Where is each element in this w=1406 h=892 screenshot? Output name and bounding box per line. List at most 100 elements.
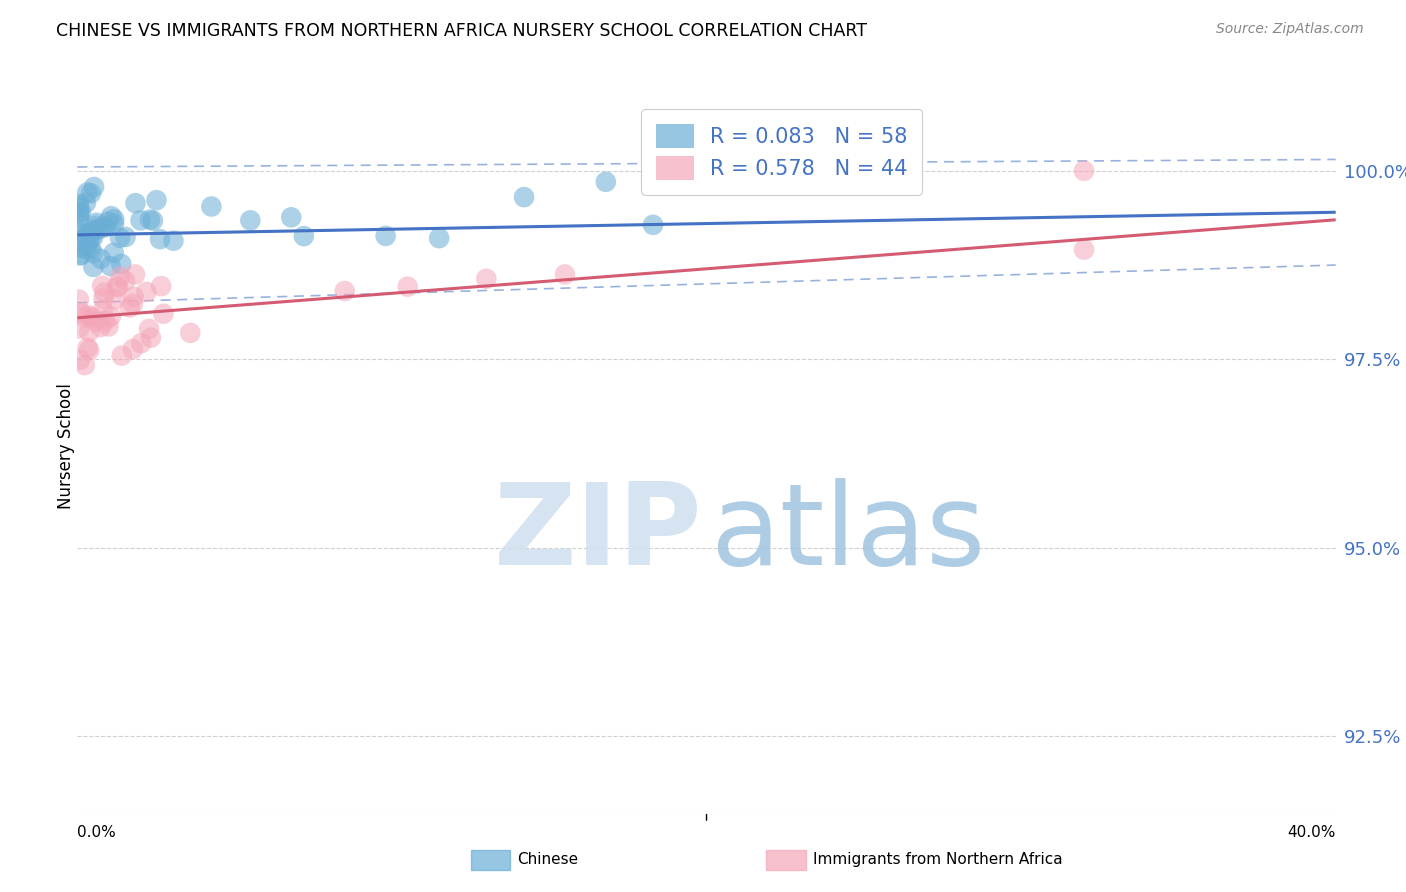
Point [97, 215, 120, 229]
Point [94, 220, 117, 235]
Point [108, 231, 131, 245]
Point [139, 212, 162, 227]
Point [111, 349, 134, 363]
Y-axis label: Nursery School: Nursery School [58, 383, 75, 509]
Point [93, 285, 115, 300]
Point [595, 175, 617, 189]
Point [280, 211, 302, 225]
Point [75, 242, 97, 256]
Point [76, 228, 98, 243]
Point [554, 268, 576, 282]
Point [67, 211, 90, 225]
Text: 40.0%: 40.0% [1288, 825, 1336, 840]
Point [129, 213, 152, 227]
Point [396, 279, 419, 293]
Point [124, 268, 146, 282]
Text: Source: ZipAtlas.com: Source: ZipAtlas.com [1216, 22, 1364, 37]
Point [135, 285, 157, 299]
Text: 0.0%: 0.0% [77, 825, 117, 840]
Point [110, 269, 132, 284]
Point [73, 358, 96, 372]
Point [91, 303, 114, 318]
Point [76, 341, 98, 355]
Point [1073, 243, 1095, 257]
Point [67, 206, 90, 220]
Point [67, 293, 90, 307]
Point [152, 307, 174, 321]
Point [82, 246, 104, 260]
Point [124, 196, 146, 211]
Point [145, 193, 167, 207]
Point [79, 232, 101, 246]
Point [69, 248, 91, 262]
Point [77, 309, 100, 323]
Point [86, 216, 108, 230]
Point [76, 238, 98, 252]
Point [70, 205, 93, 219]
Point [292, 229, 315, 244]
Point [105, 279, 128, 293]
Point [1073, 163, 1095, 178]
Point [97, 319, 120, 334]
Point [641, 218, 664, 232]
Point [82, 260, 104, 274]
Point [475, 272, 498, 286]
Point [90, 252, 112, 266]
Point [67, 321, 90, 335]
Point [94, 314, 117, 328]
Text: CHINESE VS IMMIGRANTS FROM NORTHERN AFRICA NURSERY SCHOOL CORRELATION CHART: CHINESE VS IMMIGRANTS FROM NORTHERN AFRI… [56, 22, 868, 40]
Point [91, 220, 114, 235]
Text: Chinese: Chinese [517, 853, 578, 867]
Point [114, 274, 136, 288]
Text: atlas: atlas [710, 478, 986, 590]
Point [138, 322, 160, 336]
Point [69, 352, 91, 367]
Point [239, 213, 262, 227]
Point [67, 197, 90, 211]
Point [118, 301, 141, 315]
Point [79, 325, 101, 339]
Point [86, 222, 108, 236]
Point [77, 343, 100, 358]
Point [374, 228, 396, 243]
Point [90, 320, 112, 334]
Point [82, 230, 104, 244]
Point [82, 310, 104, 325]
Point [100, 259, 122, 273]
Point [93, 292, 115, 306]
Point [139, 331, 162, 345]
Text: Immigrants from Northern Africa: Immigrants from Northern Africa [813, 853, 1063, 867]
Point [82, 223, 104, 237]
Point [110, 257, 132, 271]
Point [142, 213, 165, 227]
Point [79, 242, 101, 256]
Point [200, 199, 222, 213]
Point [84, 314, 107, 328]
Point [70, 306, 93, 320]
Point [104, 293, 127, 307]
Point [103, 212, 125, 227]
Point [83, 180, 105, 194]
Point [333, 284, 356, 298]
Point [107, 280, 129, 294]
Point [67, 201, 90, 215]
Point [70, 247, 93, 261]
Point [84, 219, 107, 233]
Point [103, 217, 125, 231]
Point [70, 232, 93, 246]
Point [100, 209, 122, 223]
Point [162, 234, 184, 248]
Point [80, 186, 103, 201]
Point [122, 290, 145, 304]
Point [122, 297, 145, 311]
Point [75, 310, 97, 325]
Point [77, 226, 100, 240]
Point [103, 245, 125, 260]
Point [75, 195, 97, 210]
Point [70, 241, 93, 255]
Point [149, 232, 172, 246]
Legend: R = 0.083   N = 58, R = 0.578   N = 44: R = 0.083 N = 58, R = 0.578 N = 44 [641, 109, 922, 194]
Point [73, 227, 96, 241]
Point [100, 310, 122, 324]
Point [513, 190, 536, 204]
